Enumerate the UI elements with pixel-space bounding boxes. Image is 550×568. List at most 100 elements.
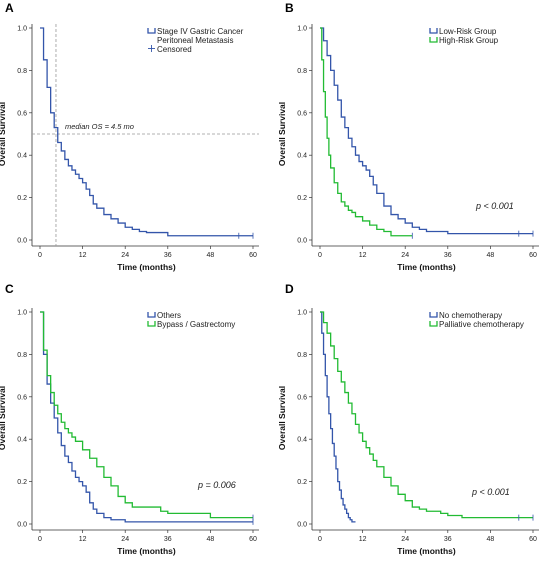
survival-curve-0	[320, 311, 356, 523]
panel-label: C	[5, 282, 14, 296]
y-tick-label: 1.0	[17, 310, 27, 317]
legend-swatch	[429, 37, 438, 43]
x-tick-label: 0	[318, 252, 322, 259]
y-axis-title: Overall Survival	[0, 386, 7, 450]
legend-entry-0: No chemotherapy	[429, 311, 502, 320]
y-tick-label: 0.4	[297, 437, 307, 444]
x-tick-label: 24	[121, 536, 129, 543]
survival-curve-0	[40, 311, 253, 523]
survival-curve-1	[320, 27, 413, 237]
legend-label: No chemotherapy	[439, 311, 502, 320]
y-tick-label: 0.0	[17, 522, 27, 529]
x-tick-label: 60	[249, 536, 257, 543]
y-tick-label: 0.2	[297, 195, 307, 202]
x-tick-label: 36	[444, 252, 452, 259]
p-value-annotation: p < 0.001	[475, 201, 514, 211]
legend-label: Others	[157, 311, 181, 320]
y-tick-label: 0.8	[297, 352, 307, 359]
x-tick-label: 24	[401, 252, 409, 259]
legend-entry-0: Others	[147, 311, 181, 320]
x-tick-label: 60	[529, 536, 537, 543]
x-tick-label: 0	[318, 536, 322, 543]
y-tick-label: 0.4	[17, 437, 27, 444]
y-tick-label: 0.6	[17, 394, 27, 401]
x-tick-label: 36	[164, 536, 172, 543]
legend-label: Low-Risk Group	[439, 27, 497, 36]
legend-swatch	[429, 312, 438, 318]
x-tick-label: 48	[207, 252, 215, 259]
y-tick-label: 0.8	[297, 68, 307, 75]
x-tick-label: 36	[164, 252, 172, 259]
y-tick-label: 0.6	[17, 110, 27, 117]
x-tick-label: 48	[487, 252, 495, 259]
panel-label: B	[285, 1, 294, 15]
legend-label: High-Risk Group	[439, 36, 499, 45]
x-tick-label: 36	[444, 536, 452, 543]
legend-swatch	[429, 28, 438, 34]
x-tick-label: 24	[121, 252, 129, 259]
y-tick-label: 0.8	[17, 68, 27, 75]
x-axis-title: Time (months)	[117, 262, 176, 272]
x-tick-label: 12	[359, 536, 367, 543]
legend-entry-0: Low-Risk Group	[429, 27, 497, 36]
legend-swatch	[147, 28, 156, 34]
x-axis-title: Time (months)	[397, 546, 456, 556]
legend-label: Peritoneal Metastasis	[157, 36, 233, 45]
x-tick-label: 60	[249, 252, 257, 259]
x-tick-label: 48	[207, 536, 215, 543]
panel-label: A	[5, 1, 14, 15]
y-axis-title: Overall Survival	[0, 102, 7, 166]
x-tick-label: 0	[38, 536, 42, 543]
panel-b: B 0.0 0.2 0.4 0.6 0.8 1.0 0 12 24 36 48 60 Time (mont…	[277, 1, 539, 272]
y-tick-label: 0.8	[17, 352, 27, 359]
y-tick-label: 0.4	[297, 153, 307, 160]
legend-entry-1: High-Risk Group	[429, 36, 499, 45]
y-tick-label: 0.6	[297, 110, 307, 117]
legend-entry-1: Bypass / Gastrectomy	[147, 320, 235, 329]
y-tick-label: 0.4	[17, 153, 27, 160]
y-tick-label: 0.0	[297, 238, 307, 245]
legend-label: Censored	[157, 45, 192, 54]
x-axis-title: Time (months)	[117, 546, 176, 556]
median-annotation: median OS = 4.5 mo	[65, 122, 134, 131]
legend-label: Bypass / Gastrectomy	[157, 320, 235, 329]
x-axis-title: Time (months)	[397, 262, 456, 272]
legend-label: Palliative chemotherapy	[439, 320, 524, 329]
panel-a: A 0.0 0.2 0.4 0.6 0.8 1.0 0 12 24 36 48 60 Time (mont…	[0, 1, 259, 272]
legend-swatch	[147, 312, 156, 318]
y-tick-label: 1.0	[297, 26, 307, 33]
x-tick-label: 12	[359, 252, 367, 259]
panel-label: D	[285, 282, 294, 296]
y-tick-label: 1.0	[17, 26, 27, 33]
y-tick-label: 0.0	[297, 522, 307, 529]
p-value-annotation: p < 0.001	[471, 487, 510, 497]
y-tick-label: 0.6	[297, 394, 307, 401]
survival-curve-1	[320, 311, 533, 519]
survival-curve-1	[40, 311, 253, 519]
legend-entry-censored: Censored	[148, 45, 192, 54]
x-tick-label: 12	[79, 252, 87, 259]
legend-swatch	[429, 321, 438, 327]
x-tick-label: 60	[529, 252, 537, 259]
y-axis-title: Overall Survival	[277, 386, 287, 450]
legend-swatch	[147, 321, 156, 327]
legend-entry-1: Palliative chemotherapy	[429, 320, 524, 329]
y-tick-label: 0.2	[17, 479, 27, 486]
survival-curve-0	[40, 27, 253, 237]
x-tick-label: 48	[487, 536, 495, 543]
panel-d: D 0.0 0.2 0.4 0.6 0.8 1.0 0 12 24 36 48 60 Time (mont…	[277, 282, 539, 556]
y-tick-label: 0.0	[17, 238, 27, 245]
y-tick-label: 1.0	[297, 310, 307, 317]
x-tick-label: 24	[401, 536, 409, 543]
p-value-annotation: p = 0.006	[197, 480, 236, 490]
y-axis-title: Overall Survival	[277, 102, 287, 166]
x-tick-label: 0	[38, 252, 42, 259]
y-tick-label: 0.2	[17, 195, 27, 202]
legend-label: Stage IV Gastric Cancer	[157, 27, 244, 36]
panel-c: C 0.0 0.2 0.4 0.6 0.8 1.0 0 12 24 36 48 60 Time (mont…	[0, 282, 259, 556]
x-tick-label: 12	[79, 536, 87, 543]
survival-curve-0	[320, 27, 533, 235]
y-tick-label: 0.2	[297, 479, 307, 486]
